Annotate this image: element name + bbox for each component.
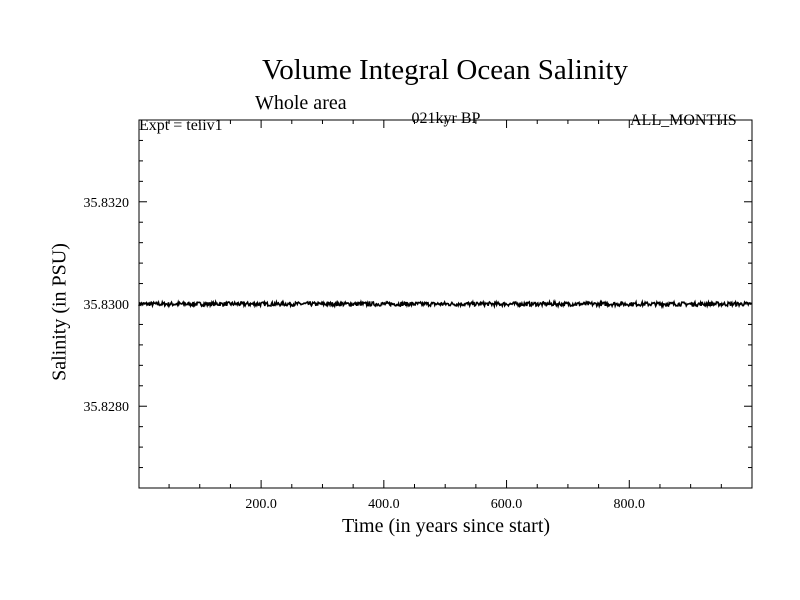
- y-tick-label: 35.8280: [84, 400, 130, 415]
- experiment-label: Expt = teiiv1: [139, 117, 223, 134]
- chart-title: Volume Integral Ocean Salinity: [262, 54, 628, 86]
- chart-subtitle: Whole area: [255, 92, 347, 114]
- salinity-series-line: [138, 298, 753, 310]
- y-tick-label: 35.8300: [84, 298, 130, 313]
- x-tick-label: 600.0: [491, 497, 523, 512]
- x-axis-label: Time (in years since start): [341, 515, 551, 537]
- y-tick-label: 35.8320: [84, 196, 130, 211]
- period-label: 021kyr BP: [411, 110, 481, 127]
- x-tick-label: 200.0: [245, 497, 277, 512]
- x-tick-label: 800.0: [614, 497, 646, 512]
- axis-tick-labels: 35.8280 35.8300 35.8320 200.0 400.0 600.0 800.…: [84, 196, 646, 512]
- x-tick-label: 400.0: [368, 497, 400, 512]
